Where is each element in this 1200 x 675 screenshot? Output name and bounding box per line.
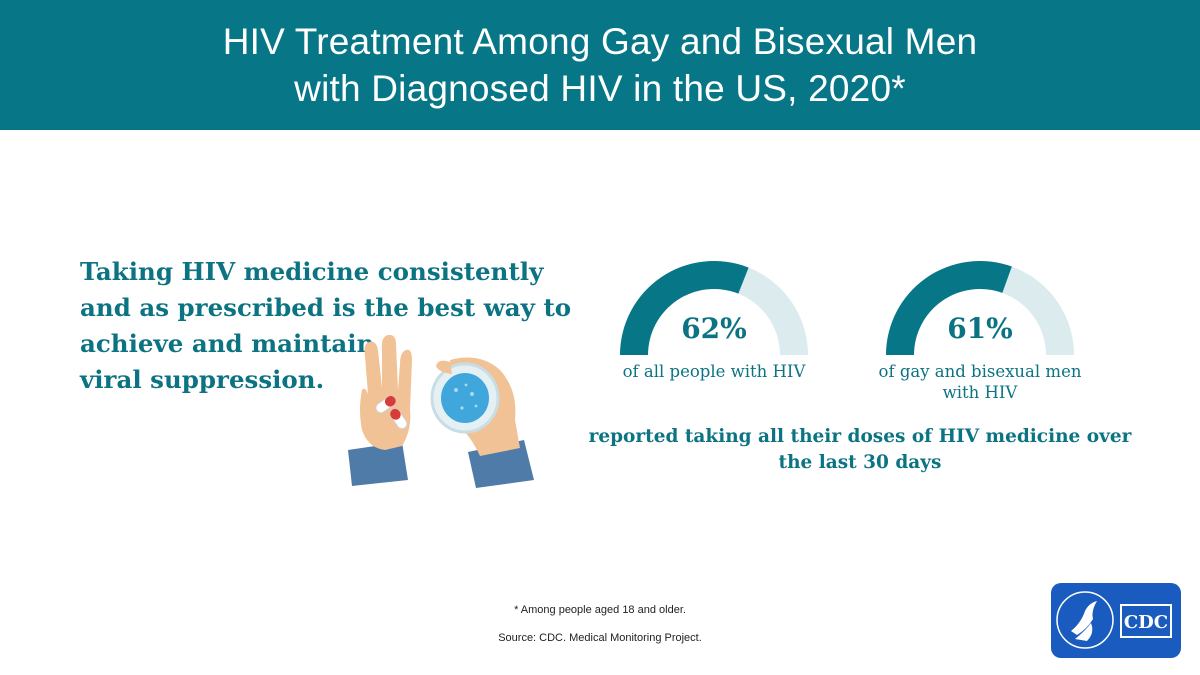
cdc-hhs-logo: CDC [1051, 583, 1181, 658]
stat-all-people: 62% of all people with HIV [614, 312, 814, 382]
stat-value-all-people: 62% [681, 312, 747, 345]
title-line-2: with Diagnosed HIV in the US, 2020* [294, 68, 906, 109]
header-banner: HIV Treatment Among Gay and Bisexual Men… [0, 0, 1200, 130]
gauge-2-filled [886, 261, 1012, 355]
footnote-age: * Among people aged 18 and older. [514, 604, 686, 616]
footnote-source: Source: CDC. Medical Monitoring Project. [498, 632, 702, 644]
stat-caption-gay-bisexual-men-line-1: of gay and bisexual men [878, 362, 1082, 381]
stat-caption-all-people: of all people with HIV [622, 362, 806, 381]
reported-line-2: the last 30 days [778, 452, 942, 473]
cdc-logo-text: CDC [1124, 612, 1168, 633]
adherence-gauges-chart [620, 261, 1074, 355]
title-line-1: HIV Treatment Among Gay and Bisexual Men [222, 21, 978, 62]
intro-text: Taking HIV medicine consistently and as … [80, 254, 580, 398]
intro-line-2: and as prescribed is the best way to [80, 293, 572, 322]
stat-value-gay-bisexual-men: 61% [947, 312, 1013, 345]
intro-line-4: viral suppression. [80, 365, 325, 394]
stat-caption-gay-bisexual-men-line-2: with HIV [942, 383, 1018, 402]
reported-annotation: reported taking all their doses of HIV m… [580, 424, 1140, 476]
reported-line-1: reported taking all their doses of HIV m… [588, 426, 1132, 447]
gauge-1-filled [620, 261, 749, 355]
intro-line-1: Taking HIV medicine consistently [80, 257, 544, 286]
hands-pills-water-illustration [348, 334, 534, 488]
stat-gay-bisexual-men: 61% of gay and bisexual men with HIV [860, 312, 1100, 403]
intro-line-3: achieve and maintain [80, 329, 375, 358]
